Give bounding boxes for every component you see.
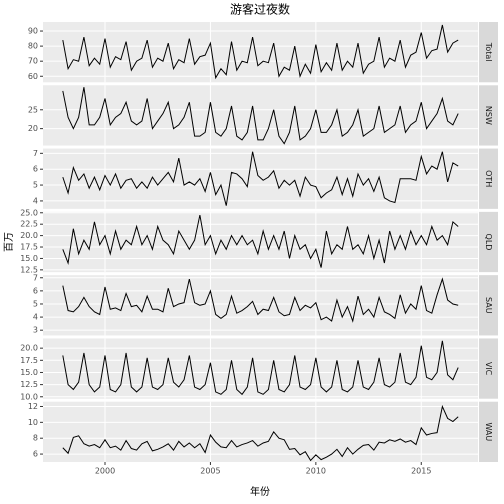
x-tick-label: 2010 xyxy=(306,467,326,476)
strip-label: QLD xyxy=(484,234,493,251)
panel-background xyxy=(43,338,478,399)
x-axis-title: 年份 xyxy=(250,485,270,498)
x-tick-label: 2000 xyxy=(95,467,115,476)
y-tick-label: 12 xyxy=(28,402,38,411)
y-tick-label: 5 xyxy=(33,299,38,308)
x-tick-label: 2015 xyxy=(411,467,431,476)
strip-label: SAU xyxy=(484,297,493,314)
y-axis-title: 百万 xyxy=(3,232,15,252)
y-tick-label: 80 xyxy=(28,42,38,51)
panel-background xyxy=(43,148,478,209)
y-tick-label: 6 xyxy=(33,450,38,459)
y-tick-label: 90 xyxy=(28,27,38,36)
y-tick-label: 12.5 xyxy=(20,380,38,389)
series-line xyxy=(62,404,459,462)
y-tick-label: 6 xyxy=(33,286,38,295)
chart-title: 游客过夜数 xyxy=(230,2,290,17)
series-line xyxy=(62,151,459,206)
strip-label: VIC xyxy=(484,362,493,376)
strip-label: Total xyxy=(484,42,493,62)
strip-background xyxy=(479,338,498,399)
strip-background xyxy=(479,275,498,336)
y-tick-label: 4 xyxy=(33,196,38,205)
y-tick-label: 12.5 xyxy=(20,265,38,274)
strip-background xyxy=(479,22,498,83)
y-tick-label: 17.5 xyxy=(20,243,38,252)
y-tick-label: 4 xyxy=(33,313,38,322)
y-tick-label: 25.0 xyxy=(20,208,38,217)
y-tick-label: 22.5 xyxy=(20,220,38,229)
strip-label: OTH xyxy=(484,170,493,187)
panel-background xyxy=(43,275,478,336)
series-line xyxy=(62,24,459,80)
strip-background xyxy=(479,85,498,146)
y-tick-label: 15.0 xyxy=(20,368,38,377)
y-tick-label: 20 xyxy=(28,124,38,133)
y-tick-label: 3 xyxy=(33,326,38,335)
y-tick-label: 20.0 xyxy=(20,231,38,240)
y-tick-label: 70 xyxy=(28,57,38,66)
y-tick-label: 60 xyxy=(28,72,38,81)
strip-background xyxy=(479,211,498,273)
y-tick-label: 10.0 xyxy=(20,392,38,401)
y-tick-label: 10 xyxy=(28,418,38,427)
strip-background xyxy=(479,401,498,462)
y-tick-label: 6 xyxy=(33,165,38,174)
strip-label: NSW xyxy=(484,106,493,125)
series-line xyxy=(62,340,459,396)
panel-background xyxy=(43,85,478,146)
y-tick-label: 15.0 xyxy=(20,254,38,263)
y-tick-label: 25 xyxy=(28,105,38,114)
y-tick-label: 8 xyxy=(33,434,38,443)
y-tick-label: 7 xyxy=(33,273,38,282)
y-tick-label: 20.0 xyxy=(20,344,38,353)
series-line xyxy=(62,277,459,323)
y-tick-label: 17.5 xyxy=(20,356,38,365)
strip-label: WAU xyxy=(484,422,493,441)
strip-background xyxy=(479,148,498,209)
panel-background xyxy=(43,22,478,83)
panel-background xyxy=(43,401,478,462)
series-line xyxy=(62,87,459,145)
x-tick-label: 2005 xyxy=(200,467,220,476)
y-tick-label: 7 xyxy=(33,149,38,158)
y-tick-label: 5 xyxy=(33,181,38,190)
series-line xyxy=(62,214,459,268)
